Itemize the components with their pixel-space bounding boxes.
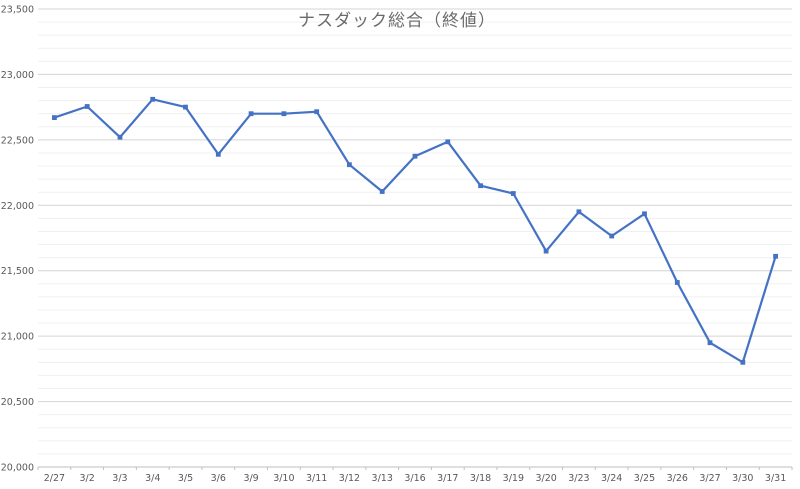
- data-point-marker: [215, 151, 221, 157]
- x-axis-label: 3/30: [732, 473, 753, 484]
- x-axis-label: 3/17: [437, 473, 458, 484]
- x-axis-label: 3/16: [404, 473, 425, 484]
- data-point-marker: [117, 134, 123, 140]
- data-point-marker: [150, 96, 156, 102]
- y-axis-label: 20,000: [1, 463, 34, 474]
- y-axis-label: 22,000: [1, 201, 34, 212]
- y-axis-label: 23,000: [1, 70, 34, 81]
- y-axis-label: 21,500: [1, 266, 34, 277]
- x-axis-label: 3/13: [372, 473, 393, 484]
- data-point-marker: [478, 183, 483, 189]
- data-point-marker: [347, 162, 352, 168]
- data-point-marker: [314, 109, 320, 115]
- x-axis-label: 3/10: [273, 473, 294, 484]
- data-point-marker: [510, 191, 516, 196]
- data-point-marker: [674, 280, 680, 285]
- x-axis-label: 3/19: [503, 473, 524, 484]
- x-axis-label: 3/6: [211, 473, 226, 484]
- x-axis-label: 3/24: [601, 473, 622, 484]
- data-point-marker: [740, 359, 746, 365]
- data-point-marker: [281, 111, 287, 117]
- data-point-marker: [248, 111, 254, 117]
- data-point-marker: [642, 211, 647, 217]
- x-axis-label: 2/27: [44, 473, 65, 484]
- data-point-marker: [412, 153, 418, 159]
- y-axis-label: 22,500: [1, 135, 34, 146]
- x-axis-label: 3/25: [634, 473, 655, 484]
- x-axis-label: 3/11: [306, 473, 327, 484]
- x-axis-label: 3/20: [535, 473, 556, 484]
- data-point-marker: [707, 340, 713, 346]
- x-axis-label: 3/12: [339, 473, 360, 484]
- data-point-marker: [183, 104, 188, 110]
- data-point-marker: [84, 104, 90, 109]
- x-axis-label: 3/2: [80, 473, 95, 484]
- data-point-marker: [543, 248, 549, 254]
- chart-title: ナスダック総合（終値）: [298, 11, 496, 31]
- y-axis-label: 20,500: [1, 397, 34, 408]
- data-point-marker: [609, 233, 615, 239]
- x-axis-label: 3/5: [178, 473, 193, 484]
- x-axis-label: 3/23: [568, 473, 589, 484]
- x-axis-label: 3/26: [667, 473, 688, 484]
- data-point-marker: [52, 115, 57, 120]
- data-point-marker: [773, 253, 778, 259]
- y-axis-label: 23,500: [1, 5, 34, 16]
- data-point-marker: [445, 139, 451, 145]
- x-axis-label: 3/3: [112, 473, 127, 484]
- x-axis-label: 3/18: [470, 473, 491, 484]
- x-axis-label: 3/9: [243, 473, 258, 484]
- data-point-marker: [379, 189, 385, 194]
- x-axis-label: 3/31: [765, 473, 786, 484]
- x-axis-label: 3/27: [699, 473, 720, 484]
- x-axis-label: 3/4: [145, 473, 160, 484]
- y-axis-label: 21,000: [1, 332, 34, 343]
- data-point-marker: [576, 209, 582, 215]
